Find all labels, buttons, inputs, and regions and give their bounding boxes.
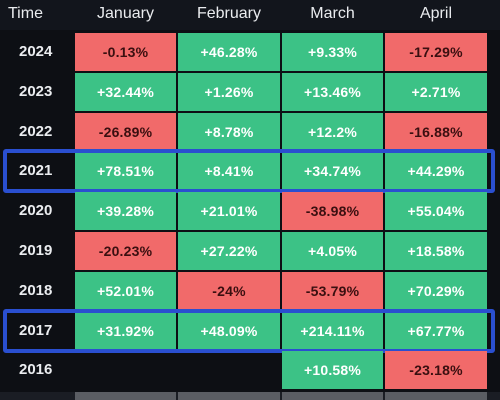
return-cell — [75, 351, 176, 389]
next-row-partial — [0, 392, 500, 400]
return-cell[interactable]: -17.29% — [385, 33, 487, 71]
table-row: 2019 -20.23% +27.22% +4.05% +18.58% — [0, 232, 500, 270]
return-cell[interactable]: +32.44% — [75, 73, 176, 111]
row-year: 2023 — [19, 83, 53, 100]
table-header: Time January February March April — [0, 0, 500, 30]
row-year: 2019 — [19, 242, 53, 259]
return-cell[interactable]: +67.77% — [385, 312, 487, 350]
table-row: 2021 +78.51% +8.41% +34.74% +44.29% — [0, 149, 500, 193]
return-cell[interactable]: +78.51% — [75, 152, 176, 190]
row-year: 2016 — [19, 361, 53, 378]
return-cell[interactable]: +70.29% — [385, 272, 487, 310]
header-march[interactable]: March — [310, 5, 355, 22]
return-cell[interactable]: -20.23% — [75, 232, 176, 270]
return-cell — [178, 351, 280, 389]
header-time[interactable]: Time — [8, 5, 43, 22]
return-cell[interactable]: +34.74% — [282, 152, 383, 190]
header-april[interactable]: April — [419, 5, 452, 22]
row-year: 2018 — [19, 282, 53, 299]
return-cell[interactable]: -24% — [178, 272, 280, 310]
header-february[interactable]: February — [196, 5, 262, 22]
return-cell[interactable]: +48.09% — [178, 312, 280, 350]
table-row: 2023 +32.44% +1.26% +13.46% +2.71% — [0, 73, 500, 111]
return-cell[interactable]: +4.05% — [282, 232, 383, 270]
return-cell[interactable]: +2.71% — [385, 73, 487, 111]
return-cell[interactable]: +8.78% — [178, 113, 280, 151]
return-cell[interactable]: +8.41% — [178, 152, 280, 190]
return-cell[interactable]: -53.79% — [282, 272, 383, 310]
return-cell[interactable]: +12.2% — [282, 113, 383, 151]
return-cell[interactable]: +9.33% — [282, 33, 383, 71]
table-row: 2020 +39.28% +21.01% -38.98% +55.04% — [0, 192, 500, 230]
return-cell[interactable]: -0.13% — [75, 33, 176, 71]
return-cell[interactable]: +10.58% — [282, 351, 383, 389]
table-row: 2016 +10.58% -23.18% — [0, 351, 500, 389]
return-cell[interactable]: +214.11% — [282, 312, 383, 350]
return-cell[interactable]: +13.46% — [282, 73, 383, 111]
return-cell[interactable]: +39.28% — [75, 192, 176, 230]
row-year: 2022 — [19, 123, 53, 140]
return-cell[interactable]: +21.01% — [178, 192, 280, 230]
row-year: 2021 — [19, 162, 53, 179]
return-cell[interactable]: -26.89% — [75, 113, 176, 151]
table-row: 2017 +31.92% +48.09% +214.11% +67.77% — [0, 309, 500, 353]
return-cell[interactable]: +55.04% — [385, 192, 487, 230]
table-row: 2018 +52.01% -24% -53.79% +70.29% — [0, 272, 500, 310]
table-row: 2024 -0.13% +46.28% +9.33% -17.29% — [0, 33, 500, 71]
row-year: 2024 — [19, 43, 53, 60]
table-row: 2022 -26.89% +8.78% +12.2% -16.88% — [0, 113, 500, 151]
return-cell[interactable]: -38.98% — [282, 192, 383, 230]
return-cell[interactable]: +46.28% — [178, 33, 280, 71]
return-cell[interactable]: +44.29% — [385, 152, 487, 190]
return-cell[interactable]: +52.01% — [75, 272, 176, 310]
return-cell[interactable]: -23.18% — [385, 351, 487, 389]
return-cell[interactable]: +31.92% — [75, 312, 176, 350]
row-year: 2017 — [19, 322, 53, 339]
return-cell[interactable]: +27.22% — [178, 232, 280, 270]
header-january[interactable]: January — [97, 5, 154, 22]
return-cell[interactable]: -16.88% — [385, 113, 487, 151]
return-cell[interactable]: +18.58% — [385, 232, 487, 270]
return-cell[interactable]: +1.26% — [178, 73, 280, 111]
row-year: 2020 — [19, 202, 53, 219]
